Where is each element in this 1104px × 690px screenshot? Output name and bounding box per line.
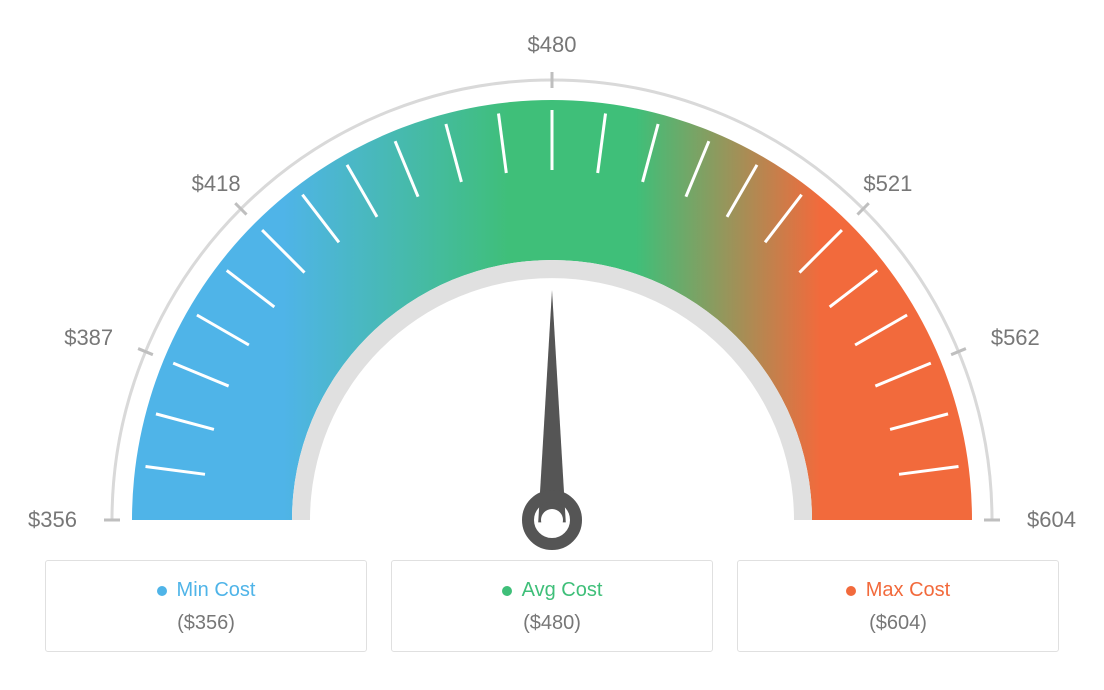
legend-value-avg: ($480) xyxy=(392,612,712,635)
legend-dot-min xyxy=(157,586,167,596)
svg-text:$604: $604 xyxy=(1027,507,1076,532)
svg-text:$521: $521 xyxy=(863,171,912,196)
legend-dot-avg xyxy=(502,586,512,596)
gauge-chart: $356 $387 $418 $480 $521 $562 $604 xyxy=(0,0,1104,560)
svg-text:$356: $356 xyxy=(28,507,77,532)
legend-card-max: Max Cost ($604) xyxy=(737,560,1059,652)
legend-row: Min Cost ($356) Avg Cost ($480) Max Cost… xyxy=(0,560,1104,672)
svg-text:$387: $387 xyxy=(64,325,113,350)
legend-card-min: Min Cost ($356) xyxy=(45,560,367,652)
svg-text:$480: $480 xyxy=(528,32,577,57)
legend-value-max: ($604) xyxy=(738,612,1058,635)
legend-card-avg: Avg Cost ($480) xyxy=(391,560,713,652)
legend-value-min: ($356) xyxy=(46,612,366,635)
legend-label-min: Min Cost xyxy=(177,579,256,602)
legend-dot-max xyxy=(846,586,856,596)
legend-label-avg: Avg Cost xyxy=(522,579,603,602)
gauge-svg: $356 $387 $418 $480 $521 $562 $604 xyxy=(0,0,1104,560)
legend-label-max: Max Cost xyxy=(866,579,950,602)
svg-text:$418: $418 xyxy=(192,171,241,196)
svg-text:$562: $562 xyxy=(991,325,1040,350)
